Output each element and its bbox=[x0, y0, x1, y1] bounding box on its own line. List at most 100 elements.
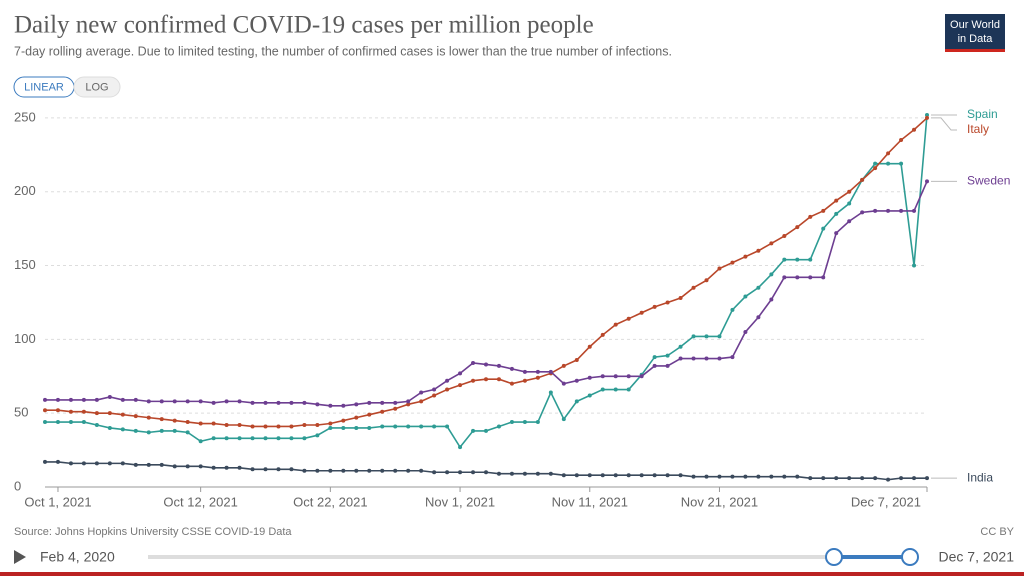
data-point bbox=[198, 399, 203, 404]
data-point bbox=[821, 208, 826, 213]
data-point bbox=[782, 234, 787, 239]
data-point bbox=[289, 436, 294, 441]
data-point bbox=[834, 231, 839, 236]
data-point bbox=[68, 461, 73, 466]
data-point bbox=[535, 471, 540, 476]
data-point bbox=[172, 464, 177, 469]
data-point bbox=[509, 420, 514, 425]
data-point bbox=[496, 363, 501, 368]
data-point bbox=[68, 409, 73, 414]
timeline-handle[interactable] bbox=[825, 548, 843, 566]
data-point bbox=[146, 415, 151, 420]
data-point bbox=[561, 417, 566, 422]
data-point bbox=[367, 468, 372, 473]
data-point bbox=[146, 430, 151, 435]
data-point bbox=[380, 424, 385, 429]
data-point bbox=[886, 477, 891, 482]
data-point bbox=[639, 310, 644, 315]
data-point bbox=[912, 476, 917, 481]
x-tick-label: Nov 1, 2021 bbox=[425, 494, 495, 509]
data-point bbox=[613, 473, 618, 478]
data-point bbox=[146, 462, 151, 467]
data-point bbox=[873, 208, 878, 213]
data-point bbox=[795, 225, 800, 230]
data-point bbox=[315, 468, 320, 473]
data-point bbox=[224, 399, 229, 404]
data-point bbox=[133, 414, 138, 419]
data-point bbox=[198, 439, 203, 444]
chart-title: Daily new confirmed COVID-19 cases per m… bbox=[14, 12, 594, 39]
x-tick-label: Nov 21, 2021 bbox=[681, 494, 758, 509]
data-point bbox=[496, 424, 501, 429]
data-point bbox=[380, 409, 385, 414]
data-point bbox=[419, 399, 424, 404]
data-point bbox=[678, 473, 683, 478]
data-point bbox=[717, 474, 722, 479]
data-point bbox=[665, 473, 670, 478]
data-point bbox=[795, 474, 800, 479]
data-point bbox=[561, 381, 566, 386]
data-point bbox=[81, 409, 86, 414]
data-point bbox=[769, 474, 774, 479]
data-point bbox=[652, 304, 657, 309]
data-point bbox=[81, 420, 86, 425]
data-point bbox=[458, 383, 463, 388]
data-point bbox=[795, 275, 800, 280]
data-point bbox=[94, 422, 99, 427]
data-point bbox=[587, 393, 592, 398]
data-point bbox=[821, 275, 826, 280]
data-point bbox=[94, 397, 99, 402]
data-point bbox=[808, 275, 813, 280]
data-point bbox=[224, 436, 229, 441]
data-point bbox=[172, 399, 177, 404]
y-tick-label: 50 bbox=[14, 405, 28, 420]
data-point bbox=[55, 408, 60, 413]
data-point bbox=[120, 397, 125, 402]
play-button[interactable] bbox=[14, 550, 26, 564]
data-point bbox=[237, 436, 242, 441]
data-point bbox=[743, 474, 748, 479]
data-point bbox=[730, 355, 735, 360]
data-point bbox=[458, 371, 463, 376]
data-point bbox=[68, 420, 73, 425]
data-point bbox=[354, 425, 359, 430]
data-point bbox=[561, 473, 566, 478]
logo-box bbox=[945, 14, 1005, 52]
data-point bbox=[43, 408, 47, 413]
data-point bbox=[107, 394, 112, 399]
data-point bbox=[43, 459, 47, 464]
data-point bbox=[55, 459, 60, 464]
data-point bbox=[120, 461, 125, 466]
data-point bbox=[341, 403, 346, 408]
data-point bbox=[185, 420, 190, 425]
data-point bbox=[899, 138, 904, 143]
log-button[interactable] bbox=[73, 76, 121, 98]
data-point bbox=[445, 424, 450, 429]
data-point bbox=[613, 322, 618, 327]
data-point bbox=[120, 427, 125, 432]
data-point bbox=[458, 470, 463, 475]
data-point bbox=[847, 201, 852, 206]
data-point bbox=[639, 473, 644, 478]
data-point bbox=[471, 470, 476, 475]
data-point bbox=[691, 285, 696, 290]
timeline-handle[interactable] bbox=[901, 548, 919, 566]
data-point bbox=[600, 387, 605, 392]
source-note: Source: Johns Hopkins University CSSE CO… bbox=[14, 526, 292, 538]
data-point bbox=[600, 473, 605, 478]
y-tick-label: 100 bbox=[14, 331, 36, 346]
data-point bbox=[289, 467, 294, 472]
data-point bbox=[717, 266, 722, 271]
data-point bbox=[665, 363, 670, 368]
data-point bbox=[574, 399, 579, 404]
data-point bbox=[743, 329, 748, 334]
data-point bbox=[393, 400, 398, 405]
data-point bbox=[458, 445, 463, 450]
data-point bbox=[587, 375, 592, 380]
data-point bbox=[133, 462, 138, 467]
data-point bbox=[652, 363, 657, 368]
data-point bbox=[548, 471, 553, 476]
data-point bbox=[159, 399, 164, 404]
data-point bbox=[55, 420, 60, 425]
series-layer bbox=[43, 112, 929, 482]
